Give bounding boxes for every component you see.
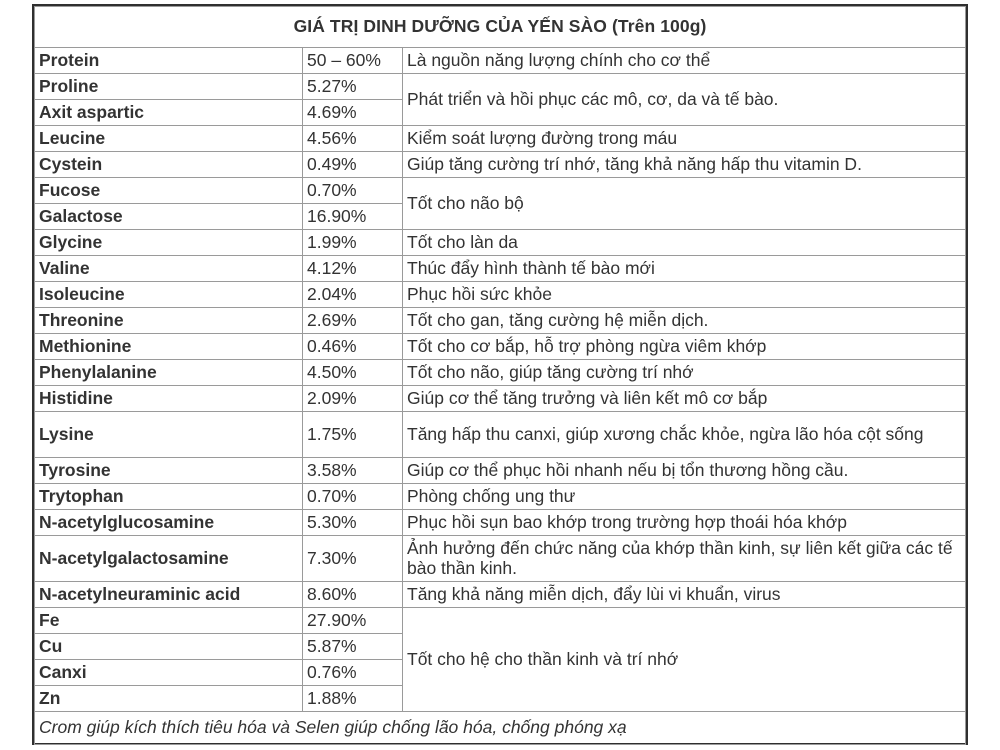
nutrient-name: Zn [34,685,303,712]
nutrient-value: 2.09% [302,385,403,412]
nutrition-table: GIÁ TRỊ DINH DƯỠNG CỦA YẾN SÀO (Trên 100… [34,6,966,745]
nutrient-description: Thúc đẩy hình thành tế bào mới [402,255,966,282]
nutrient-description: Tốt cho gan, tăng cường hệ miễn dịch. [402,307,966,334]
nutrient-value: 16.90% [302,203,403,230]
table-row: Cystein 0.49% Giúp tăng cường trí nhớ, tăn… [34,151,966,178]
nutrient-description: Giúp cơ thể phục hồi nhanh nếu bị tổn th… [402,457,966,484]
nutrient-value: 1.99% [302,229,403,256]
nutrient-value: 27.90% [302,607,403,634]
nutrient-description: Tốt cho não, giúp tăng cường trí nhớ [402,359,966,386]
nutrient-name: Trytophan [34,483,303,510]
table-row: N-acetylneuraminic acid 8.60% Tăng khả năn… [34,581,966,608]
table-row: Lysine 1.75% Tăng hấp thu canxi, giúp xươn… [34,411,966,458]
nutrient-value: 5.87% [302,633,403,660]
nutrient-value: 0.49% [302,151,403,178]
nutrient-value: 4.56% [302,125,403,152]
nutrient-description: Giúp tăng cường trí nhớ, tăng khả năng h… [402,151,966,178]
table-row: Isoleucine 2.04% Phục hồi sức khỏe [34,281,966,308]
nutrient-name: Lysine [34,411,303,458]
nutrient-name: Methionine [34,333,303,360]
table-row: Leucine 4.56% Kiểm soát lượng đường trong … [34,125,966,152]
nutrient-description: Giúp cơ thể tăng trưởng và liên kết mô c… [402,385,966,412]
nutrient-description: Phục hồi sụn bao khớp trong trường hợp t… [402,509,966,536]
nutrient-name: Cystein [34,151,303,178]
nutrient-value: 4.69% [302,99,403,126]
nutrient-name: Valine [34,255,303,282]
nutrient-value: 2.69% [302,307,403,334]
table-title: GIÁ TRỊ DINH DƯỠNG CỦA YẾN SÀO (Trên 100… [34,6,966,48]
nutrient-value: 0.46% [302,333,403,360]
table-row: Tyrosine 3.58% Giúp cơ thể phục hồi nhanh … [34,457,966,484]
nutrient-value: 7.30% [302,535,403,582]
nutrient-name: Fucose [34,177,303,204]
nutrient-description: Là nguồn năng lượng chính cho cơ thể [402,47,966,74]
nutrient-description: Phòng chống ung thư [402,483,966,510]
table-row: N-acetylgalactosamine 7.30% Ảnh hưởng đến … [34,535,966,582]
nutrient-value: 5.30% [302,509,403,536]
nutrient-description: Tốt cho làn da [402,229,966,256]
nutrient-description: Tăng khả năng miễn dịch, đẩy lùi vi khuẩ… [402,581,966,608]
nutrient-name: N-acetylgalactosamine [34,535,303,582]
nutrient-description: Phục hồi sức khỏe [402,281,966,308]
nutrient-value: 1.88% [302,685,403,712]
table-title-row: GIÁ TRỊ DINH DƯỠNG CỦA YẾN SÀO (Trên 100… [34,6,966,48]
nutrient-name: Axit aspartic [34,99,303,126]
table-row: Glycine 1.99% Tốt cho làn da [34,229,966,256]
nutrient-name: Fe [34,607,303,634]
nutrient-name: Isoleucine [34,281,303,308]
table-row: Zn 1.88% [34,685,966,712]
nutrient-description: Tốt cho não bộ [402,177,966,230]
nutrient-value: 4.12% [302,255,403,282]
nutrient-value: 1.75% [302,411,403,458]
nutrient-name: Cu [34,633,303,660]
nutrient-value: 0.70% [302,177,403,204]
nutrient-description: Kiểm soát lượng đường trong máu [402,125,966,152]
nutrient-value: 5.27% [302,73,403,100]
nutrient-name: Canxi [34,659,303,686]
nutrient-name: Protein [34,47,303,74]
table-row: Phenylalanine 4.50% Tốt cho não, giúp tăng… [34,359,966,386]
nutrient-name: Leucine [34,125,303,152]
table-row: Fe 27.90% Tốt cho hệ cho thần kinh và trí … [34,607,966,712]
nutrient-name: N-acetylneuraminic acid [34,581,303,608]
nutrition-table-container: GIÁ TRỊ DINH DƯỠNG CỦA YẾN SÀO (Trên 100… [32,4,968,745]
nutrient-value: 8.60% [302,581,403,608]
nutrient-value: 4.50% [302,359,403,386]
nutrient-name: Glycine [34,229,303,256]
nutrient-name: N-acetylglucosamine [34,509,303,536]
nutrient-description: Ảnh hưởng đến chức năng của khớp thần ki… [402,535,966,582]
nutrient-value: 2.04% [302,281,403,308]
table-row: Proline 5.27% Phát triển và hồi phục các m… [34,73,966,126]
nutrient-name: Galactose [34,203,303,230]
table-footer-row: Crom giúp kích thích tiêu hóa và Selen g… [34,711,966,745]
nutrient-name: Tyrosine [34,457,303,484]
nutrient-value: 3.58% [302,457,403,484]
table-row: Histidine 2.09% Giúp cơ thể tăng trưởng và… [34,385,966,412]
nutrient-description: Tăng hấp thu canxi, giúp xương chắc khỏe… [402,411,966,458]
table-row: Canxi 0.76% [34,659,966,686]
table-row: Trytophan 0.70% Phòng chống ung thư [34,483,966,510]
table-row: N-acetylglucosamine 5.30% Phục hồi sụn bao… [34,509,966,536]
nutrient-description: Tốt cho cơ bắp, hỗ trợ phòng ngừa viêm k… [402,333,966,360]
nutrient-name: Phenylalanine [34,359,303,386]
table-row: Axit aspartic 4.69% [34,99,966,126]
nutrient-name: Threonine [34,307,303,334]
nutrient-name: Histidine [34,385,303,412]
table-row: Methionine 0.46% Tốt cho cơ bắp, hỗ trợ ph… [34,333,966,360]
nutrient-value: 0.76% [302,659,403,686]
nutrient-value: 0.70% [302,483,403,510]
nutrient-description: Tốt cho hệ cho thần kinh và trí nhớ [402,607,966,712]
table-row: Cu 5.87% [34,633,966,660]
footer-note: Crom giúp kích thích tiêu hóa và Selen g… [34,711,966,745]
table-row: Valine 4.12% Thúc đẩy hình thành tế bào mớ… [34,255,966,282]
table-row: Fucose 0.70% Tốt cho não bộ [34,177,966,230]
nutrient-description: Phát triển và hồi phục các mô, cơ, da và… [402,73,966,126]
nutrient-name: Proline [34,73,303,100]
table-row: Threonine 2.69% Tốt cho gan, tăng cường hệ… [34,307,966,334]
nutrient-value: 50 – 60% [302,47,403,74]
table-row: Protein 50 – 60% Là nguồn năng lượng chính… [34,47,966,74]
